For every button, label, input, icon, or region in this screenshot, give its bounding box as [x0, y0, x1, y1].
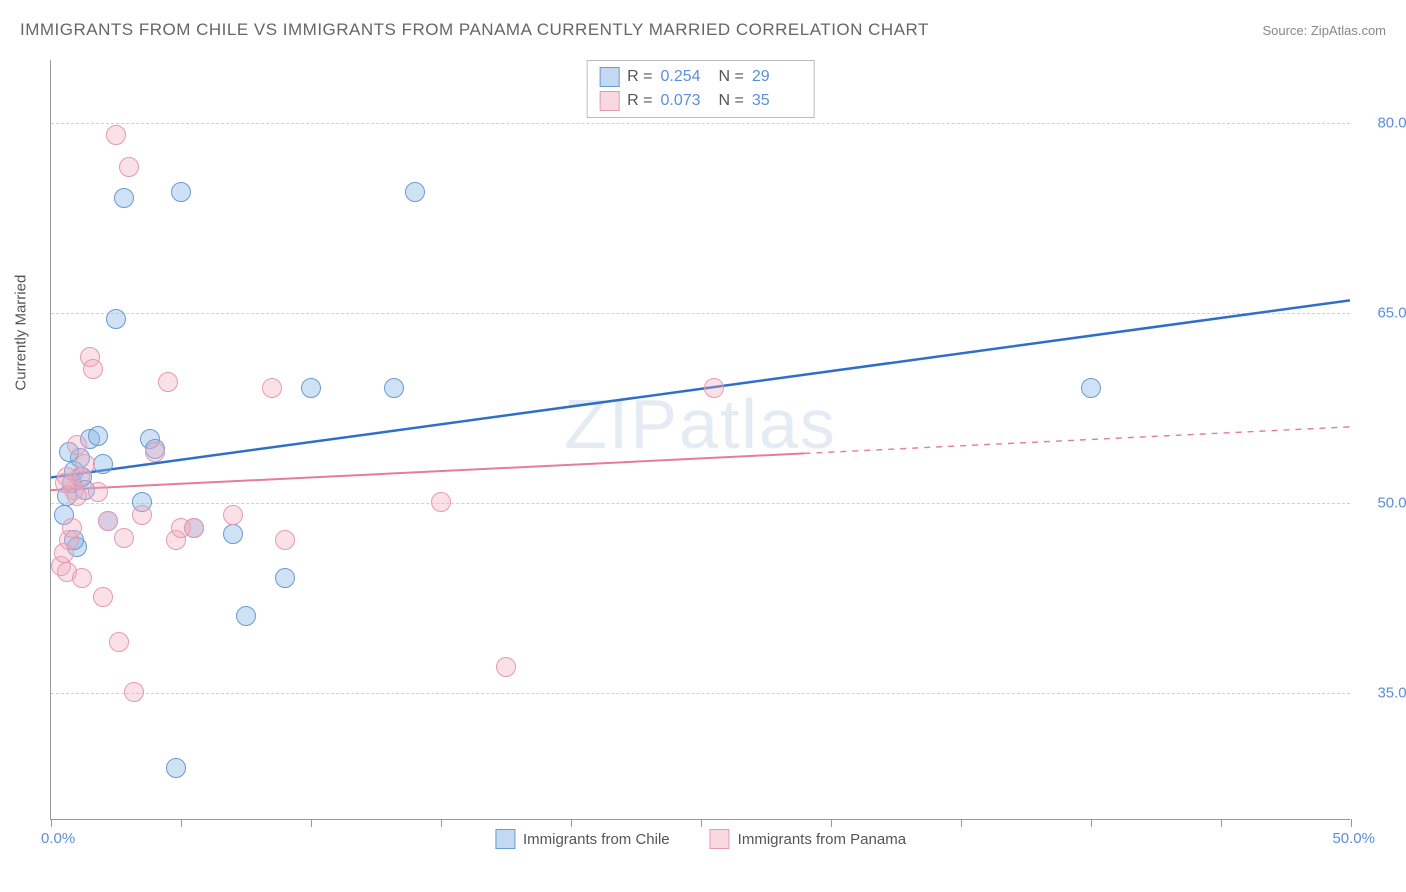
legend-item-chile: Immigrants from Chile: [495, 829, 670, 849]
data-point: [98, 511, 118, 531]
data-point: [83, 359, 103, 379]
x-axis-min-label: 0.0%: [41, 830, 75, 847]
x-tick: [51, 819, 52, 827]
data-point: [67, 435, 87, 455]
x-tick: [1351, 819, 1352, 827]
title-bar: IMMIGRANTS FROM CHILE VS IMMIGRANTS FROM…: [20, 20, 1386, 40]
data-point: [158, 372, 178, 392]
data-point: [275, 568, 295, 588]
r-value: 0.254: [661, 68, 711, 86]
x-tick: [311, 819, 312, 827]
data-point: [171, 182, 191, 202]
data-point: [88, 482, 108, 502]
n-value: 29: [752, 68, 802, 86]
y-tick-label: 35.0%: [1377, 685, 1406, 702]
legend-label: Immigrants from Chile: [523, 831, 670, 848]
n-label: N =: [719, 68, 744, 86]
y-axis-title: Currently Married: [13, 274, 30, 390]
data-point: [704, 378, 724, 398]
trend-lines: [51, 60, 1350, 819]
data-point: [405, 182, 425, 202]
series-legend: Immigrants from Chile Immigrants from Pa…: [495, 829, 906, 849]
data-point: [223, 505, 243, 525]
data-point: [166, 758, 186, 778]
swatch-pink-icon: [599, 91, 619, 111]
swatch-pink-icon: [710, 829, 730, 849]
x-tick: [1221, 819, 1222, 827]
legend-row-chile: R = 0.254 N = 29: [599, 65, 802, 89]
data-point: [93, 587, 113, 607]
data-point: [1081, 378, 1101, 398]
data-point: [106, 125, 126, 145]
data-point: [496, 657, 516, 677]
source-label: Source: ZipAtlas.com: [1262, 23, 1386, 38]
legend-item-panama: Immigrants from Panama: [710, 829, 906, 849]
r-value: 0.073: [661, 92, 711, 110]
gridline: [51, 503, 1350, 504]
x-tick: [961, 819, 962, 827]
gridline: [51, 693, 1350, 694]
data-point: [106, 309, 126, 329]
x-tick: [441, 819, 442, 827]
data-point: [88, 426, 108, 446]
data-point: [93, 454, 113, 474]
legend-row-panama: R = 0.073 N = 35: [599, 89, 802, 113]
n-label: N =: [719, 92, 744, 110]
n-value: 35: [752, 92, 802, 110]
data-point: [236, 606, 256, 626]
swatch-blue-icon: [495, 829, 515, 849]
y-tick-label: 65.0%: [1377, 305, 1406, 322]
data-point: [275, 530, 295, 550]
legend-label: Immigrants from Panama: [738, 831, 906, 848]
data-point: [384, 378, 404, 398]
chart-title: IMMIGRANTS FROM CHILE VS IMMIGRANTS FROM…: [20, 20, 929, 40]
data-point: [75, 454, 95, 474]
x-tick: [571, 819, 572, 827]
r-label: R =: [627, 68, 652, 86]
data-point: [124, 682, 144, 702]
gridline: [51, 313, 1350, 314]
y-tick-label: 50.0%: [1377, 495, 1406, 512]
watermark-text: ZIPatlas: [564, 384, 837, 464]
data-point: [431, 492, 451, 512]
data-point: [62, 518, 82, 538]
data-point: [132, 505, 152, 525]
data-point: [301, 378, 321, 398]
x-tick: [701, 819, 702, 827]
y-tick-label: 80.0%: [1377, 115, 1406, 132]
data-point: [184, 518, 204, 538]
x-tick: [831, 819, 832, 827]
swatch-blue-icon: [599, 67, 619, 87]
x-tick: [1091, 819, 1092, 827]
correlation-legend: R = 0.254 N = 29 R = 0.073 N = 35: [586, 60, 815, 118]
chart-plot-area: Currently Married 35.0%50.0%65.0%80.0% Z…: [50, 60, 1350, 820]
gridline: [51, 123, 1350, 124]
data-point: [72, 568, 92, 588]
x-tick: [181, 819, 182, 827]
r-label: R =: [627, 92, 652, 110]
data-point: [109, 632, 129, 652]
data-point: [55, 473, 75, 493]
x-axis-max-label: 50.0%: [1332, 830, 1375, 847]
data-point: [223, 524, 243, 544]
data-point: [114, 528, 134, 548]
data-point: [119, 157, 139, 177]
data-point: [145, 442, 165, 462]
data-point: [114, 188, 134, 208]
data-point: [262, 378, 282, 398]
